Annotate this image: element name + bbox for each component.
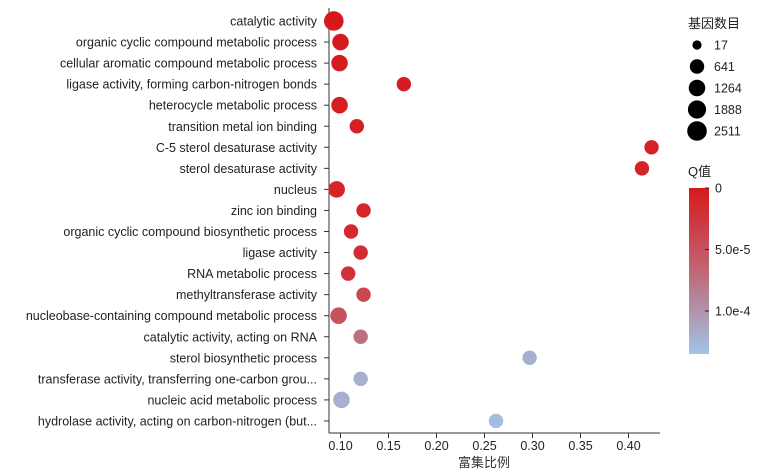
term-label: sterol desaturase activity — [179, 162, 317, 176]
term-label: sterol biosynthetic process — [170, 351, 317, 365]
color-legend-title: Q值 — [688, 164, 711, 179]
size-legend-label: 641 — [714, 60, 735, 74]
x-tick-label: 0.35 — [568, 439, 592, 453]
data-point — [356, 203, 371, 218]
term-label: transition metal ion binding — [168, 120, 317, 134]
term-label: methyltransferase activity — [176, 288, 318, 302]
x-axis-title: 富集比例 — [458, 455, 510, 470]
term-label: organic cyclic compound biosynthetic pro… — [63, 225, 317, 239]
color-legend-label: 0 — [715, 182, 722, 196]
y-axis-term-labels: catalytic activity organic cyclic compoun… — [26, 15, 329, 428]
term-label: zinc ion binding — [231, 204, 317, 218]
x-tick-label: 0.15 — [376, 439, 400, 453]
size-legend-label: 1264 — [714, 82, 742, 96]
x-tick-label: 0.40 — [616, 439, 640, 453]
x-tick-label: 0.10 — [328, 439, 352, 453]
term-label: catalytic activity — [230, 15, 318, 29]
size-legend-dot — [688, 79, 706, 97]
data-point — [349, 119, 365, 134]
data-point — [331, 96, 348, 114]
data-point — [644, 140, 659, 155]
plot-axes — [328, 8, 660, 434]
term-label: cellular aromatic compound metabolic pro… — [60, 57, 317, 71]
term-label: hydrolase activity, acting on carbon-nit… — [38, 414, 317, 428]
size-legend-label: 17 — [714, 39, 728, 53]
color-legend-label: 1.0e-4 — [715, 304, 750, 318]
term-label: ligase activity, forming carbon-nitrogen… — [66, 78, 317, 92]
data-point — [356, 287, 371, 302]
size-legend-label: 2511 — [714, 125, 741, 139]
x-tick-label: 0.30 — [520, 439, 544, 453]
data-point — [343, 224, 359, 239]
data-points — [323, 11, 659, 429]
size-legend-title: 基因数目 — [688, 16, 740, 31]
data-point — [353, 329, 368, 344]
data-point — [522, 350, 537, 366]
term-label: organic cyclic compound metabolic proces… — [76, 36, 317, 50]
data-point — [323, 11, 344, 31]
term-label: heterocycle metabolic process — [149, 99, 317, 113]
data-point — [488, 413, 504, 429]
x-axis-ticks: 0.10 0.15 0.20 0.25 0.30 0.35 0.40 — [328, 433, 641, 453]
x-tick-label: 0.25 — [472, 439, 496, 453]
term-label: nucleic acid metabolic process — [147, 393, 317, 407]
color-legend-label: 5.0e-5 — [715, 243, 750, 257]
term-label: C-5 sterol desaturase activity — [156, 141, 318, 155]
data-point — [340, 266, 356, 281]
term-label: catalytic activity, acting on RNA — [144, 330, 318, 344]
color-bar — [689, 188, 709, 354]
color-legend: Q值 0 5.0e-5 1.0e-4 — [688, 164, 750, 354]
x-tick-label: 0.20 — [424, 439, 448, 453]
term-label: nucleus — [274, 183, 317, 197]
data-point — [333, 391, 350, 409]
size-legend: 基因数目 17 641 1264 1888 2511 — [687, 16, 742, 141]
data-point — [353, 371, 368, 387]
data-point — [328, 181, 345, 198]
data-point — [330, 307, 347, 324]
term-label: transferase activity, transferring one-c… — [38, 372, 317, 386]
size-legend-dot — [689, 59, 705, 74]
data-point — [396, 76, 412, 92]
term-label: RNA metabolic process — [187, 267, 317, 281]
data-point — [634, 161, 650, 176]
term-label: ligase activity — [243, 246, 318, 260]
data-point — [332, 33, 349, 51]
size-legend-label: 1888 — [714, 103, 742, 117]
size-legend-dot — [687, 100, 707, 119]
term-label: nucleobase-containing compound metabolic… — [26, 309, 317, 323]
data-point — [353, 245, 368, 260]
data-point — [331, 54, 348, 72]
size-legend-dot — [692, 40, 702, 50]
size-legend-dot — [687, 121, 707, 141]
